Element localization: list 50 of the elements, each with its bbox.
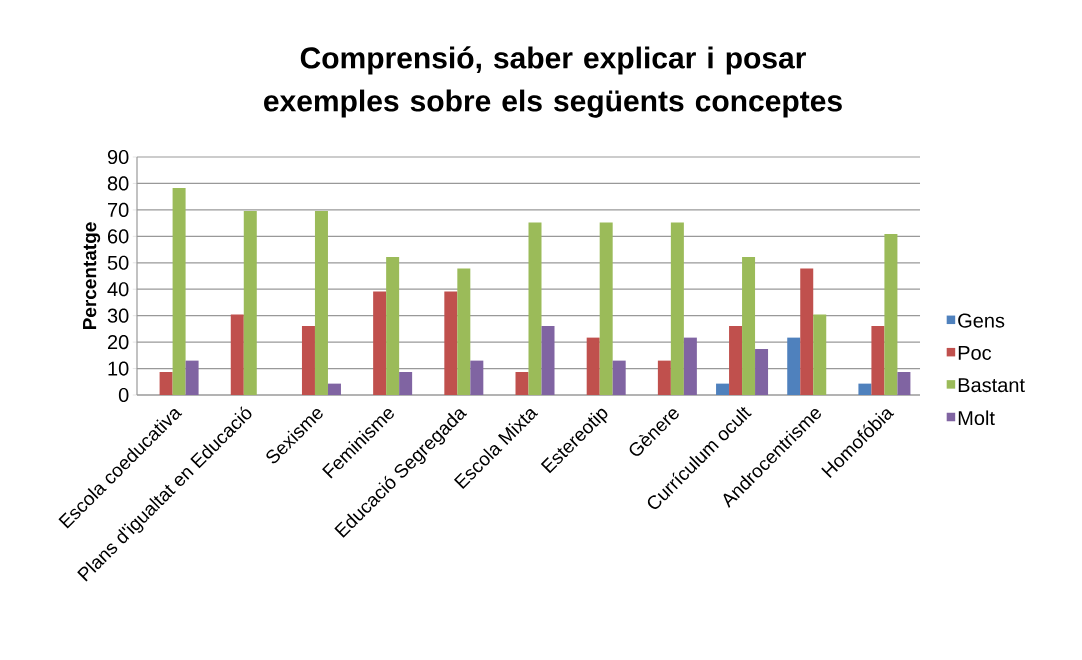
bar [386,256,400,395]
y-tick-label: 90 [107,149,129,165]
bar [657,360,671,395]
legend-label: Bastant [958,378,1025,393]
bar [243,210,257,395]
legend-label: Molt [958,410,995,426]
bar [813,314,827,395]
chart-title: Comprensió, saber explicar i posar exemples sobre els següents conceptes [264,46,842,118]
bar [444,291,458,395]
y-tick-label: 80 [107,176,129,191]
bar [716,383,730,395]
bar [755,348,769,395]
y-tick-label: 30 [107,308,129,323]
y-tick-label: 20 [107,335,129,350]
bar [185,360,199,395]
bar [884,233,898,395]
legend-label: Gens [958,313,1005,328]
bar [159,371,173,395]
y-tick-label: 50 [107,255,129,270]
bar [457,268,471,395]
bar [683,337,697,395]
bar [399,371,413,395]
bar [871,325,885,395]
bar [800,268,814,395]
bar [230,314,244,395]
bar [470,360,484,395]
bar [858,383,872,395]
bar [670,222,684,395]
bar [528,222,542,395]
y-tick-label: 40 [107,282,129,297]
bar [729,325,743,395]
y-tick-label: 70 [108,202,129,217]
bar [327,383,341,395]
y-tick-label: 10 [108,361,129,376]
bar [897,371,911,395]
bar [599,222,613,395]
bar [612,360,626,395]
y-axis-title: Percentatge [83,222,101,330]
y-tick-label: 0 [118,387,129,403]
bar [172,187,186,395]
legend-label: Poc [958,345,992,360]
bar [586,337,600,395]
bar [541,325,555,395]
y-tick-label: 60 [108,229,129,244]
bar [301,325,315,395]
bar [373,291,387,395]
bar [787,337,801,395]
bar [314,210,328,395]
bar [742,256,756,395]
bar [515,371,529,395]
